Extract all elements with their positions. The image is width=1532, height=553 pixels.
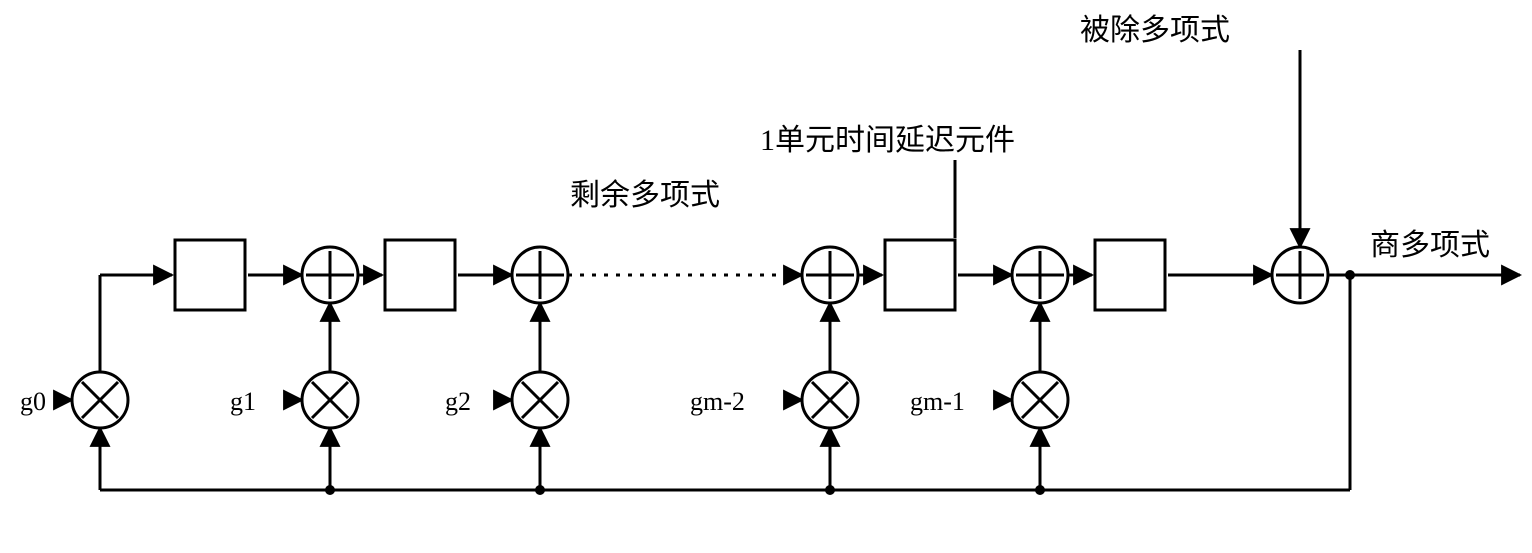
- remainder-label: 剩余多项式: [570, 179, 720, 212]
- adder-a3: [802, 247, 858, 303]
- delay-box-d3: [1095, 240, 1165, 310]
- delay-unit-label: 1单元时间延迟元件: [760, 124, 1015, 157]
- delay-box-d2: [885, 240, 955, 310]
- adder-a1: [302, 247, 358, 303]
- adder-a4: [1012, 247, 1068, 303]
- g1-label: g1: [230, 387, 256, 416]
- delay-box-d0: [175, 240, 245, 310]
- gm2-label: gm-2: [690, 387, 745, 416]
- quotient-label: 商多项式: [1370, 229, 1490, 262]
- dividend-label: 被除多项式: [1080, 14, 1230, 47]
- multiplier-gm2: [802, 372, 858, 428]
- tap-dot-gm2: [825, 485, 835, 495]
- tap-dot-gm1: [1035, 485, 1045, 495]
- tap-dot-g2: [535, 485, 545, 495]
- feedback-tap: [1345, 270, 1355, 280]
- multiplier-gm1: [1012, 372, 1068, 428]
- gm1-label: gm-1: [910, 387, 965, 416]
- lfsr-diagram: 被除多项式 1单元时间延迟元件 剩余多项式 商多项式 g: [0, 0, 1532, 553]
- tap-dot-g1: [325, 485, 335, 495]
- g2-label: g2: [445, 387, 471, 416]
- adder-a2: [512, 247, 568, 303]
- multiplier-g1: [302, 372, 358, 428]
- multiplier-g2: [512, 372, 568, 428]
- delay-box-d1: [385, 240, 455, 310]
- g0-label: g0: [20, 387, 46, 416]
- adder-out: [1272, 247, 1328, 303]
- multiplier-g0: [72, 372, 128, 428]
